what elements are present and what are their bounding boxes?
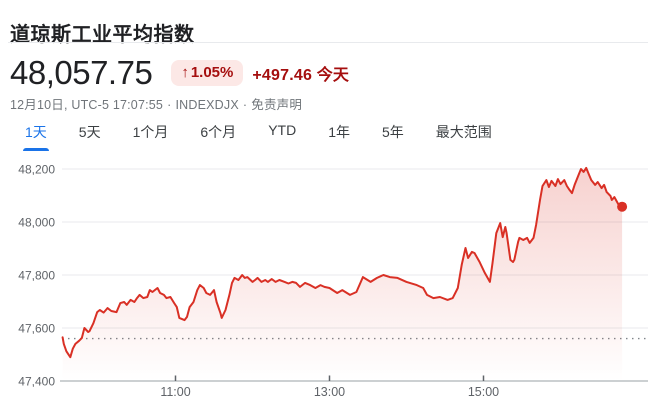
time-range-tab-2[interactable]: 5天 xyxy=(78,124,101,140)
last-price-dot xyxy=(617,201,628,212)
time-range-tab-5[interactable]: YTD xyxy=(268,122,297,138)
x-axis-label: 11:00 xyxy=(160,385,190,399)
absolute-change: +497.46 今天 xyxy=(252,61,349,85)
x-axis-label: 13:00 xyxy=(314,385,345,399)
percent-change-value: 1.05% xyxy=(190,64,234,81)
y-axis-label: 47,400 xyxy=(18,375,55,389)
meta-separator: · xyxy=(242,98,248,112)
ticker-symbol: INDEXDJX xyxy=(175,98,239,112)
disclaimer-link[interactable]: 免责声明 xyxy=(251,98,303,112)
quote-timestamp: 12月10日, UTC-5 17:07:55 xyxy=(10,98,164,112)
y-axis-label: 47,800 xyxy=(18,269,55,283)
up-arrow-icon: ↑ xyxy=(181,64,189,81)
price-line xyxy=(61,166,624,359)
meta-separator: · xyxy=(167,98,172,112)
change-period: 今天 xyxy=(316,67,350,84)
x-axis-label: 15:00 xyxy=(468,385,499,399)
percent-change-badge: ↑ 1.05% xyxy=(171,60,244,86)
price-chart[interactable]: 48,200 48,000 47,800 47,600 47,400 11:00 13:00… xyxy=(0,152,650,417)
change-amount: +497.46 xyxy=(252,67,313,84)
intraday-area-chart[interactable]: 48,200 48,000 47,800 47,600 47,400 11:00 13:00… xyxy=(0,152,650,417)
header-divider xyxy=(8,42,648,43)
time-range-tab-6[interactable]: 1年 xyxy=(328,124,350,140)
price-row: 48,057.75 ↑ 1.05% +497.46 今天 xyxy=(10,54,349,91)
quote-meta-line: 12月10日, UTC-5 17:07:55 · INDEXDJX · 免责声明 xyxy=(10,94,302,113)
y-axis-label: 48,200 xyxy=(18,163,55,177)
time-range-tab-3[interactable]: 1个月 xyxy=(132,124,169,140)
time-range-tab-4[interactable]: 6个月 xyxy=(200,124,237,140)
page-title: 道琼斯工业平均指数 xyxy=(10,24,195,47)
area-fill xyxy=(62,167,623,381)
y-axis-label: 47,600 xyxy=(18,322,55,336)
current-price: 48,057.75 xyxy=(10,54,153,91)
y-axis-label: 48,000 xyxy=(18,216,55,230)
time-range-tab-7[interactable]: 5年 xyxy=(381,124,404,140)
time-range-tab-1[interactable]: 1天 xyxy=(23,120,49,151)
time-range-tabs: 1天 5天 1个月 6个月 YTD 1年 5年 最大范围 xyxy=(23,120,494,151)
time-range-tab-8[interactable]: 最大范围 xyxy=(435,124,492,140)
